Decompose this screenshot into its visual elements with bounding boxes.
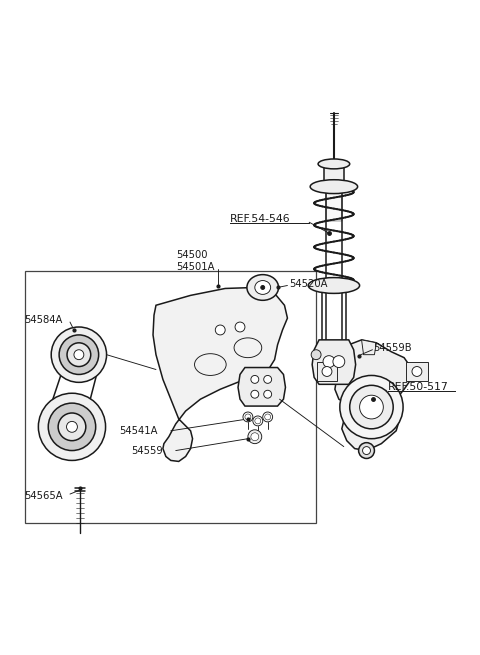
Ellipse shape bbox=[310, 179, 358, 194]
Circle shape bbox=[340, 375, 403, 439]
Bar bbox=[326, 187, 342, 221]
Circle shape bbox=[264, 390, 272, 398]
Circle shape bbox=[251, 433, 259, 441]
Bar bbox=[406, 362, 428, 381]
Circle shape bbox=[261, 286, 264, 290]
Circle shape bbox=[323, 356, 335, 367]
Polygon shape bbox=[238, 367, 286, 406]
Polygon shape bbox=[153, 288, 288, 461]
Circle shape bbox=[251, 375, 259, 383]
Circle shape bbox=[311, 350, 321, 360]
Circle shape bbox=[412, 367, 422, 377]
Text: 54559B: 54559B bbox=[373, 343, 412, 353]
Text: 54584A: 54584A bbox=[24, 315, 63, 325]
Text: REF.54-546: REF.54-546 bbox=[230, 214, 291, 224]
Circle shape bbox=[51, 327, 107, 383]
Circle shape bbox=[48, 403, 96, 451]
Circle shape bbox=[255, 418, 261, 424]
Circle shape bbox=[59, 335, 99, 375]
Ellipse shape bbox=[247, 274, 278, 301]
Circle shape bbox=[235, 322, 245, 332]
Circle shape bbox=[251, 390, 259, 398]
Text: 54500: 54500 bbox=[176, 250, 207, 260]
Circle shape bbox=[38, 393, 106, 460]
Circle shape bbox=[263, 412, 273, 422]
Bar bbox=[324, 167, 344, 181]
Circle shape bbox=[264, 375, 272, 383]
Bar bbox=[24, 271, 316, 523]
Text: 54501A: 54501A bbox=[176, 262, 214, 272]
Ellipse shape bbox=[318, 159, 350, 169]
Ellipse shape bbox=[194, 354, 226, 375]
Circle shape bbox=[216, 325, 225, 335]
Polygon shape bbox=[312, 340, 356, 384]
Circle shape bbox=[67, 421, 77, 432]
Circle shape bbox=[333, 356, 345, 367]
Text: REF.50-517: REF.50-517 bbox=[388, 383, 449, 392]
Ellipse shape bbox=[234, 338, 262, 358]
Circle shape bbox=[58, 413, 86, 441]
Text: 54541A: 54541A bbox=[120, 426, 158, 436]
Ellipse shape bbox=[255, 280, 271, 294]
Circle shape bbox=[322, 367, 332, 377]
Circle shape bbox=[350, 385, 393, 429]
Text: 54559: 54559 bbox=[131, 445, 163, 456]
Circle shape bbox=[243, 412, 253, 422]
Text: 54520A: 54520A bbox=[289, 278, 328, 288]
Bar bbox=[317, 362, 337, 381]
Circle shape bbox=[67, 343, 91, 367]
Circle shape bbox=[245, 414, 251, 420]
Circle shape bbox=[248, 430, 262, 443]
Circle shape bbox=[264, 414, 271, 420]
Circle shape bbox=[253, 416, 263, 426]
Polygon shape bbox=[361, 340, 376, 354]
Text: 54565A: 54565A bbox=[24, 491, 63, 501]
Polygon shape bbox=[335, 340, 411, 451]
Circle shape bbox=[359, 443, 374, 458]
Circle shape bbox=[74, 350, 84, 360]
Circle shape bbox=[362, 447, 371, 455]
Ellipse shape bbox=[308, 278, 360, 293]
Circle shape bbox=[360, 395, 384, 419]
